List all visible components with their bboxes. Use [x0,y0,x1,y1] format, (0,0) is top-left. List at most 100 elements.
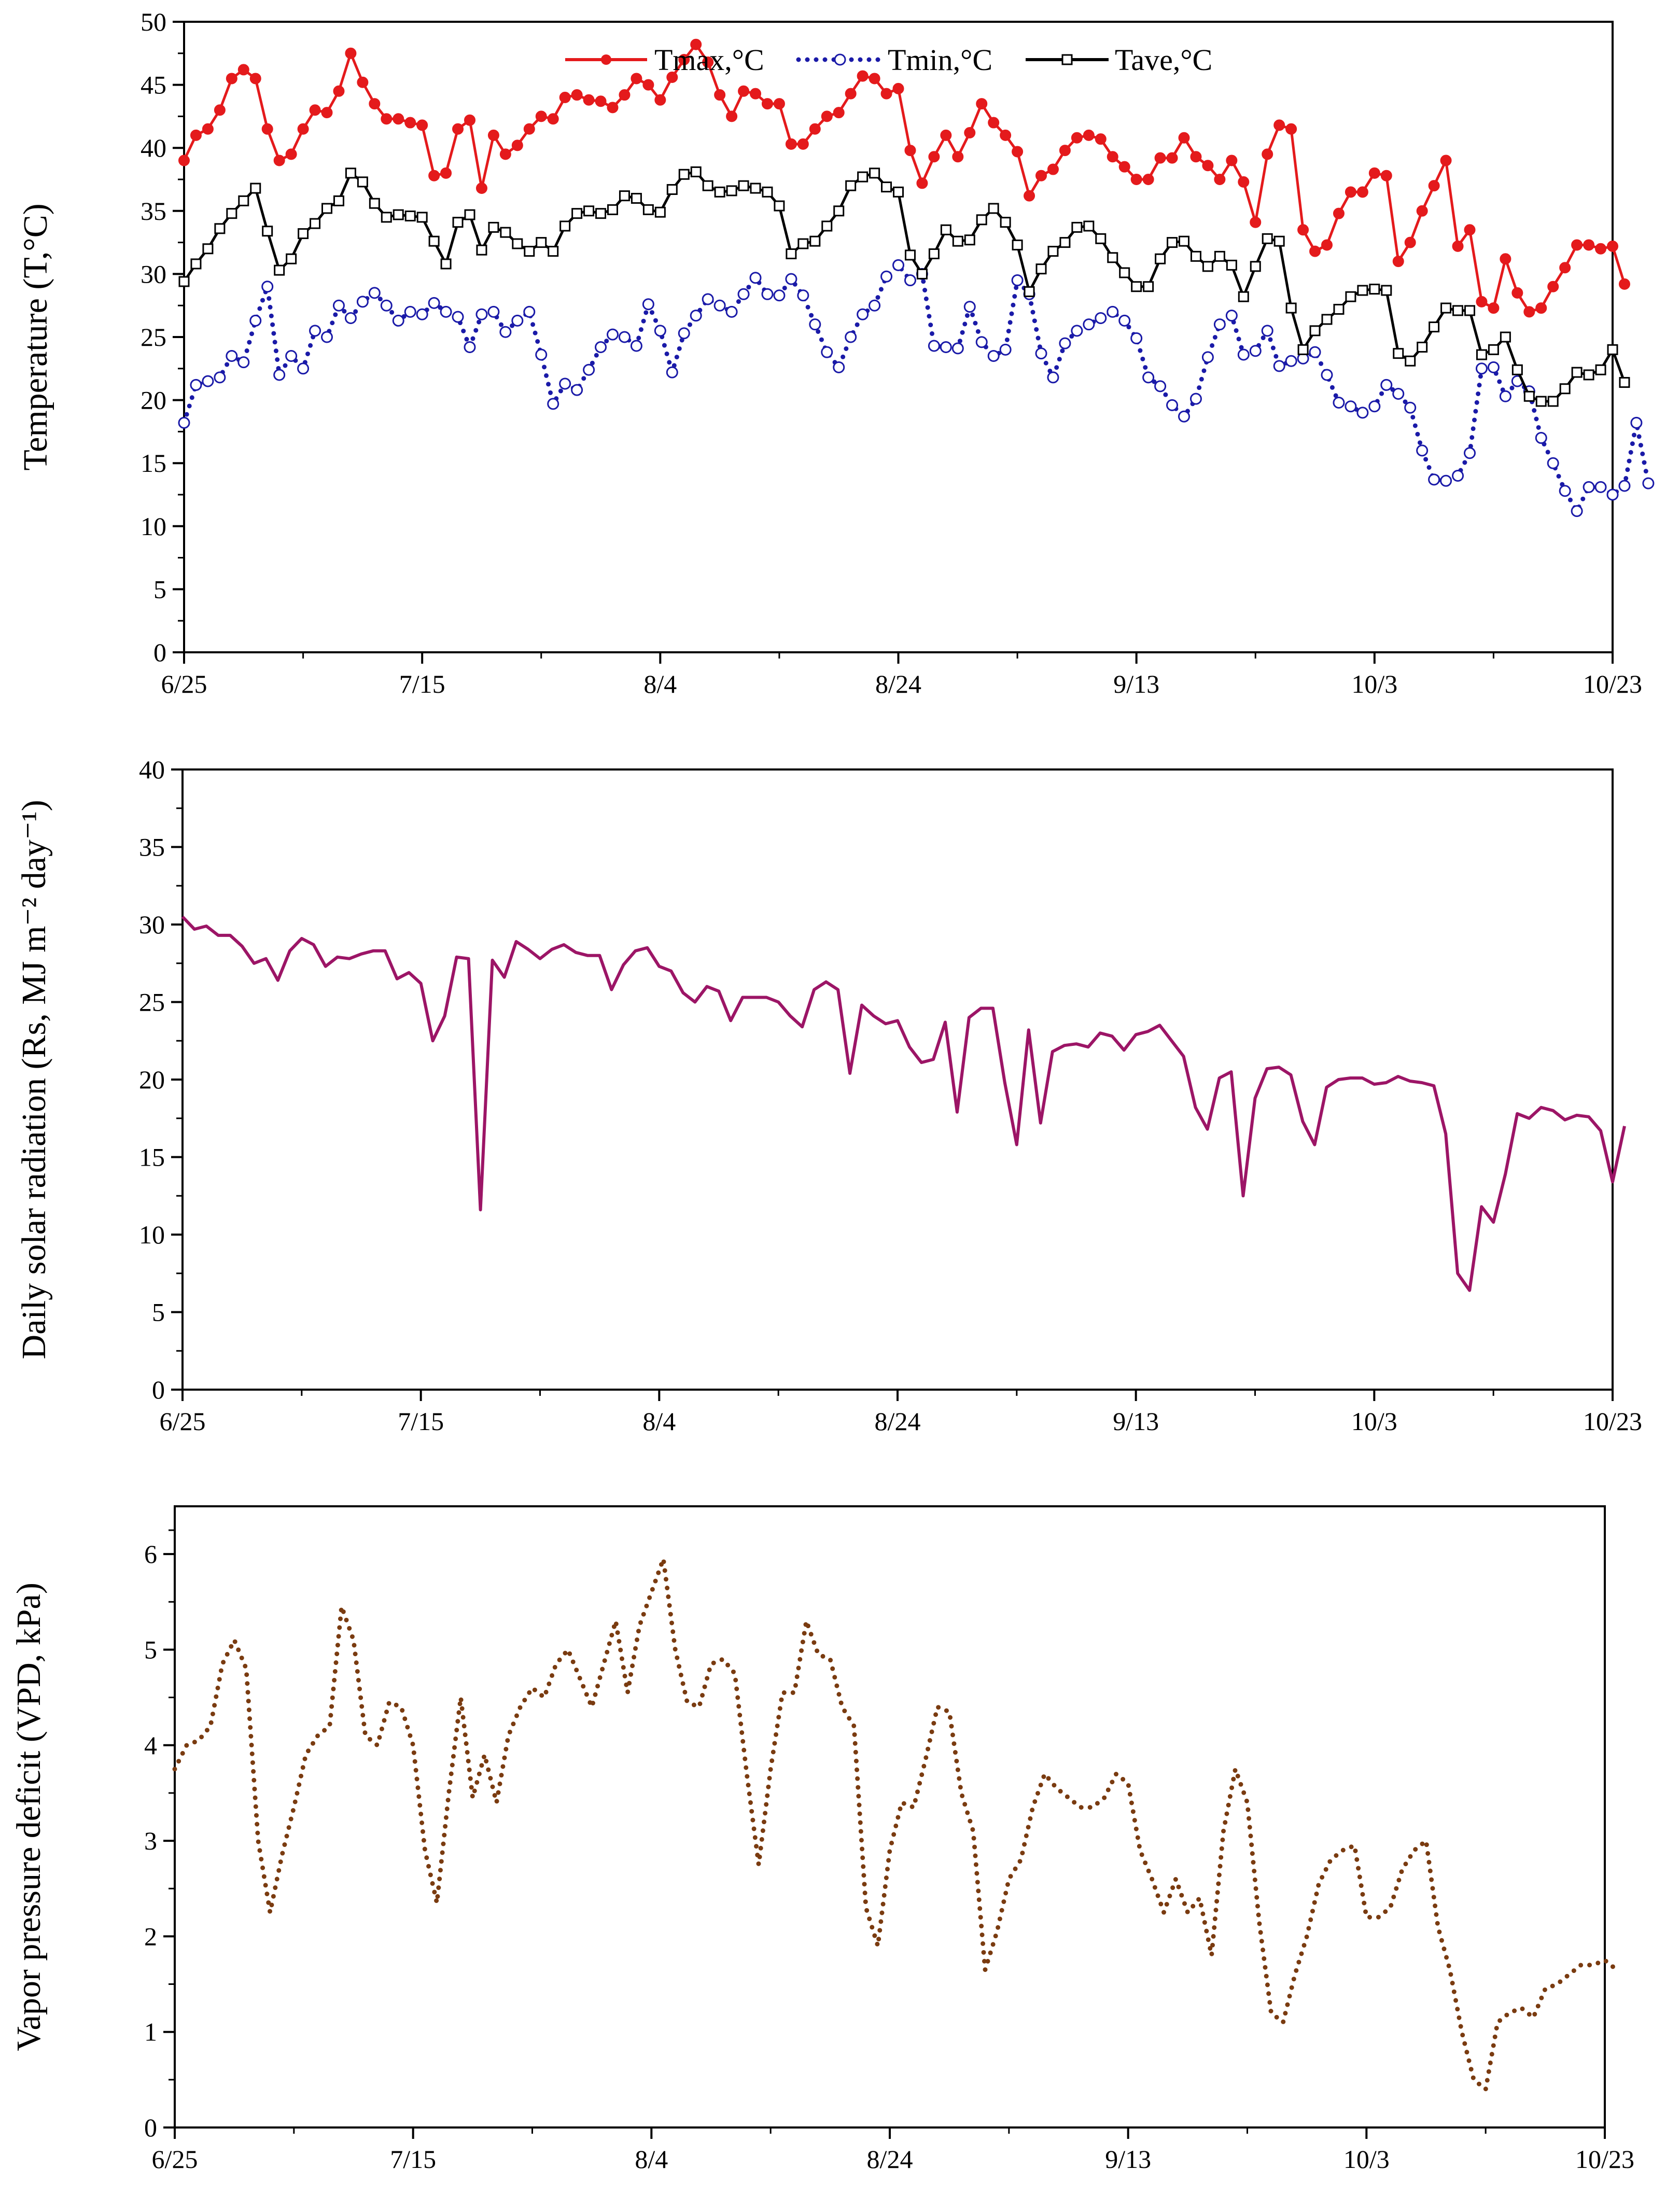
y-tick-label: 40 [139,755,165,784]
data-point [1119,267,1130,278]
data-point [237,356,250,369]
data-point [1285,302,1297,314]
y-tick-label: 35 [141,197,166,226]
data-point [1047,163,1059,175]
data-point [1523,390,1535,402]
y-axis-title: Daily solar radiation (Rs, MJ m⁻² day⁻¹) [15,800,53,1360]
data-point [428,297,440,309]
data-point [1559,383,1571,395]
data-point [285,148,297,160]
data-point [345,167,356,179]
data-point [1047,371,1059,384]
data-point [595,341,607,353]
data-point [678,53,690,65]
x-tick-label: 9/13 [1113,669,1159,698]
data-point [773,98,785,110]
data-point [357,76,369,88]
data-point [987,349,1000,362]
plot-frame [181,768,1614,1391]
legend-marker [601,54,611,65]
data-point [1201,351,1214,363]
data-point [786,248,797,259]
data-point [940,341,952,353]
data-point [524,246,535,257]
data-point [690,38,702,50]
data-point [1464,447,1476,459]
data-point [416,212,428,223]
data-point [487,129,499,141]
x-tick-label: 8/4 [635,2145,668,2174]
data-point [1464,224,1476,236]
data-point [607,204,618,215]
data-point [952,151,964,163]
data-point [1130,332,1143,344]
data-point [869,299,881,312]
data-point [1583,369,1594,381]
data-point [297,123,309,135]
data-point [1083,318,1095,331]
data-point [881,181,892,193]
data-point [1559,262,1571,274]
data-point [1297,344,1309,355]
data-point [571,384,583,396]
data-point [1381,285,1392,296]
legend-label: Tmax,°C [654,43,764,77]
data-point [1059,237,1071,248]
data-point [357,176,368,188]
data-point [857,171,869,183]
data-point [1404,236,1416,248]
data-point [690,310,702,322]
data-point [238,195,249,206]
data-point [1487,361,1500,373]
data-point [286,253,297,264]
data-point [559,91,571,103]
y-tick-label: 50 [141,7,166,36]
data-point [1262,233,1273,244]
y-tick-label: 5 [152,1298,165,1327]
y-tick-label: 15 [139,1143,165,1172]
data-point [393,209,404,220]
data-point [1154,152,1166,164]
data-point [536,237,547,248]
data-point [393,113,404,125]
data-point [1464,305,1475,316]
data-point [178,276,190,287]
y-tick-label: 2 [144,1922,157,1951]
data-point [1333,396,1345,409]
data-point [440,305,452,318]
data-point [452,311,464,323]
data-point [1202,261,1213,272]
data-point [523,305,536,318]
data-point [1500,253,1511,265]
data-point [1035,263,1047,275]
data-point [940,129,952,141]
data-point [1071,325,1083,337]
data-point [893,186,904,198]
data-point [1071,132,1083,144]
series-line [181,262,1651,514]
y-tick-label: 5 [144,1635,157,1664]
data-point [369,98,381,110]
y-tick-label: 35 [139,833,165,862]
series-line [183,43,1626,313]
data-point [1511,364,1523,375]
data-point [1012,146,1024,158]
data-point [821,220,833,232]
data-point [298,228,309,240]
data-point [1571,367,1583,378]
data-point [1606,488,1619,501]
data-point [178,155,190,166]
data-point [1547,396,1559,407]
data-point [1607,344,1618,355]
data-point [571,89,583,101]
data-point [1095,133,1107,145]
data-point [321,331,333,343]
data-point [1511,287,1523,299]
data-point [988,117,1000,129]
data-point [964,127,976,139]
data-point [1190,151,1202,163]
data-point [190,379,202,391]
data-point [1011,274,1024,287]
legend-marker [1061,54,1073,65]
data-point [1333,303,1345,315]
